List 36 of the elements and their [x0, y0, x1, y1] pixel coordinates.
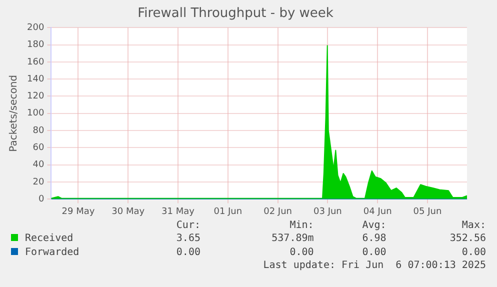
x-tick-label: 02 Jun: [264, 206, 292, 217]
text: Cur:: [175, 220, 202, 232]
y-tick-label: 60: [32, 143, 44, 154]
text: 352.56: [448, 232, 487, 246]
x-tick-label: 04 Jun: [363, 206, 392, 217]
text: 0.00: [175, 246, 202, 260]
text: Last update: Fri Jun 6 07:00:13 2025: [262, 260, 487, 272]
y-tick-label: 200: [26, 22, 44, 33]
x-tick-label: 01 Jun: [214, 206, 242, 217]
chart-title: Firewall Throughput - by week: [138, 6, 334, 22]
text: 0.00: [288, 246, 315, 260]
text: 3.65: [175, 232, 202, 246]
y-axis-title: Packets/second: [8, 74, 20, 152]
x-tick-label: 03 Jun: [314, 206, 342, 217]
y-tick-label: 80: [32, 126, 44, 136]
y-tick-label: 140: [26, 74, 44, 84]
x-tick-label: 31 May: [162, 206, 196, 217]
y-tick-label: 40: [32, 160, 44, 170]
x-tick-label: 29 May: [62, 206, 96, 217]
y-tick-label: 20: [32, 177, 44, 188]
y-tick-label: 100: [26, 108, 44, 119]
x-tick-label: 05 Jun: [413, 206, 442, 217]
legend-label: Forwarded: [24, 246, 80, 260]
text: 0.00: [460, 246, 487, 260]
legend-label: Received: [24, 232, 74, 246]
text: 537.89m: [270, 232, 315, 246]
y-tick-label: 0: [38, 194, 44, 205]
text: 6.98: [361, 232, 388, 246]
text: 0.00: [361, 246, 388, 260]
y-tick-label: 180: [26, 40, 44, 50]
y-tick-label: 120: [26, 92, 44, 102]
x-tick-label: 30 May: [112, 206, 146, 217]
y-tick-label: 160: [26, 57, 44, 68]
text: Avg:: [361, 220, 388, 232]
text: Min:: [288, 220, 315, 232]
text: Max:: [460, 220, 487, 232]
